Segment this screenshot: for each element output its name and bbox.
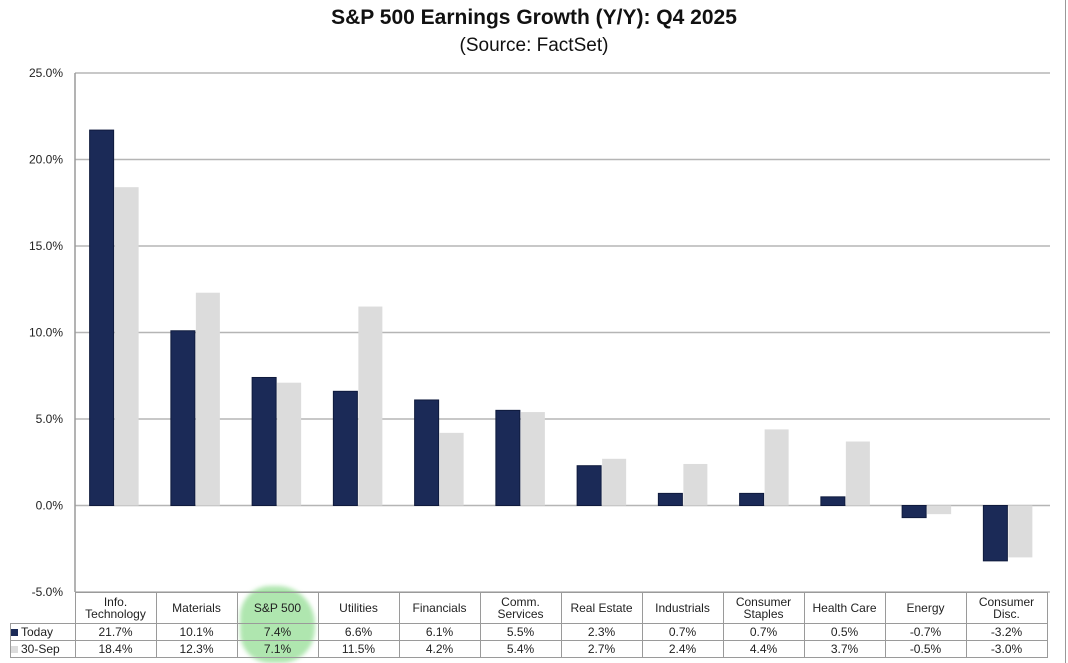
category-label: Real Estate bbox=[560, 592, 643, 624]
category-label: Comm. Services bbox=[479, 592, 562, 624]
chart-frame-border bbox=[1065, 0, 1066, 663]
chart-title: S&P 500 Earnings Growth (Y/Y): Q4 2025 bbox=[331, 6, 737, 29]
bar-today bbox=[89, 129, 115, 506]
data-label: 4.4% bbox=[722, 640, 805, 658]
table-header-row: Info. Technology Materials S&P 500 Utilitie… bbox=[10, 592, 1048, 624]
category-label: Financials bbox=[398, 592, 481, 624]
bar-30-sep bbox=[439, 432, 464, 506]
data-label: 3.7% bbox=[803, 640, 886, 658]
data-label: 2.7% bbox=[560, 640, 643, 658]
bar-today bbox=[170, 330, 196, 506]
data-label: 5.4% bbox=[479, 640, 562, 658]
legend-swatch-30-sep bbox=[11, 646, 18, 654]
table-row-today: Today 21.7% 10.1% 7.4% 6.6% 6.1% 5.5% 2.3% 0.7%… bbox=[10, 623, 1048, 641]
data-label: -3.0% bbox=[965, 640, 1048, 658]
legend-label-today: Today bbox=[21, 625, 54, 639]
bar-today bbox=[332, 390, 358, 507]
y-tick-label: 10.0% bbox=[29, 326, 63, 340]
data-label: -3.2% bbox=[965, 623, 1048, 641]
bar-today bbox=[820, 496, 846, 507]
bar-30-sep bbox=[764, 429, 789, 506]
data-label: 7.1% bbox=[236, 640, 319, 658]
bar-today bbox=[657, 492, 683, 507]
bar-today bbox=[901, 505, 927, 519]
data-label: 0.7% bbox=[722, 623, 805, 641]
data-label: 21.7% bbox=[74, 623, 157, 641]
data-label: 7.4% bbox=[236, 623, 319, 641]
bar-30-sep bbox=[195, 292, 220, 506]
bar-30-sep bbox=[358, 306, 383, 506]
category-label: Utilities bbox=[317, 592, 400, 624]
bar-30-sep bbox=[845, 441, 870, 506]
category-label: Industrials bbox=[641, 592, 724, 624]
data-label: 0.5% bbox=[803, 623, 886, 641]
category-label: Energy bbox=[884, 592, 967, 624]
bar-30-sep bbox=[277, 382, 302, 506]
data-label: 10.1% bbox=[155, 623, 238, 641]
bar-30-sep bbox=[520, 412, 545, 506]
bar-30-sep bbox=[602, 458, 627, 506]
bar-today bbox=[251, 376, 277, 507]
y-tick-label: 25.0% bbox=[29, 66, 63, 80]
legend-label-30-sep: 30-Sep bbox=[21, 642, 60, 656]
y-tick-label: 20.0% bbox=[29, 153, 63, 167]
category-label: Consumer Disc. bbox=[965, 592, 1048, 624]
y-tick-label: 5.0% bbox=[36, 412, 64, 426]
category-label: Info. Technology bbox=[74, 592, 157, 624]
data-label: 6.6% bbox=[317, 623, 400, 641]
data-label: 2.3% bbox=[560, 623, 643, 641]
bar-30-sep bbox=[683, 463, 708, 506]
bar-today bbox=[982, 505, 1008, 562]
legend-swatch-today bbox=[11, 629, 18, 637]
data-label: 4.2% bbox=[398, 640, 481, 658]
bar-30-sep bbox=[1008, 505, 1033, 558]
data-label: 12.3% bbox=[155, 640, 238, 658]
bar-today bbox=[414, 399, 440, 506]
data-label: 18.4% bbox=[74, 640, 157, 658]
data-label: 5.5% bbox=[479, 623, 562, 641]
data-label: 11.5% bbox=[317, 640, 400, 658]
legend-today: Today bbox=[10, 623, 76, 641]
y-tick-label: 0.0% bbox=[36, 499, 64, 513]
chart-subtitle: (Source: FactSet) bbox=[459, 35, 609, 56]
data-label: 0.7% bbox=[641, 623, 724, 641]
data-label: -0.7% bbox=[884, 623, 967, 641]
bar-30-sep bbox=[927, 505, 952, 515]
bar-today bbox=[495, 409, 521, 507]
bar-today bbox=[739, 492, 765, 507]
table-row-30-sep: 30-Sep 18.4% 12.3% 7.1% 11.5% 4.2% 5.4% 2.7% 2.… bbox=[10, 640, 1048, 658]
bar-today bbox=[576, 465, 602, 506]
legend-30-sep: 30-Sep bbox=[10, 640, 76, 658]
bar-30-sep bbox=[114, 187, 139, 506]
y-tick-label: 15.0% bbox=[29, 239, 63, 253]
category-label: Consumer Staples bbox=[722, 592, 805, 624]
category-label: S&P 500 bbox=[236, 592, 319, 624]
data-label: 2.4% bbox=[641, 640, 724, 658]
data-label: -0.5% bbox=[884, 640, 967, 658]
data-table: Info. Technology Materials S&P 500 Utilitie… bbox=[10, 592, 1048, 658]
category-label: Materials bbox=[155, 592, 238, 624]
category-label: Health Care bbox=[803, 592, 886, 624]
table-corner bbox=[10, 592, 76, 624]
data-label: 6.1% bbox=[398, 623, 481, 641]
